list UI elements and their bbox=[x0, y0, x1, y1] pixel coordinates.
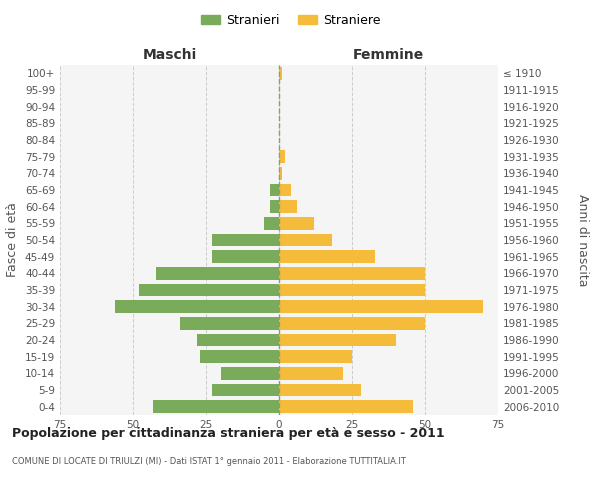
Text: Maschi: Maschi bbox=[142, 48, 197, 62]
Bar bbox=[279, 217, 314, 230]
Bar bbox=[270, 184, 279, 196]
Bar bbox=[279, 67, 282, 80]
Bar bbox=[279, 400, 413, 413]
Bar bbox=[270, 200, 279, 213]
Bar bbox=[157, 267, 279, 280]
Bar bbox=[212, 250, 279, 263]
Text: Femmine: Femmine bbox=[353, 48, 424, 62]
Bar bbox=[279, 234, 332, 246]
Bar bbox=[279, 267, 425, 280]
Bar bbox=[200, 350, 279, 363]
Bar bbox=[279, 334, 396, 346]
Bar bbox=[154, 400, 279, 413]
Bar bbox=[279, 184, 290, 196]
Legend: Stranieri, Straniere: Stranieri, Straniere bbox=[196, 8, 386, 32]
Bar bbox=[212, 234, 279, 246]
Bar bbox=[279, 317, 425, 330]
Y-axis label: Fasce di età: Fasce di età bbox=[7, 202, 19, 278]
Bar bbox=[279, 200, 296, 213]
Bar bbox=[115, 300, 279, 313]
Bar bbox=[279, 250, 376, 263]
Bar bbox=[279, 350, 352, 363]
Bar bbox=[279, 167, 282, 179]
Bar bbox=[279, 150, 285, 163]
Bar bbox=[279, 367, 343, 380]
Bar bbox=[212, 384, 279, 396]
Y-axis label: Anni di nascita: Anni di nascita bbox=[576, 194, 589, 286]
Bar bbox=[197, 334, 279, 346]
Bar bbox=[139, 284, 279, 296]
Bar bbox=[180, 317, 279, 330]
Bar bbox=[265, 217, 279, 230]
Text: COMUNE DI LOCATE DI TRIULZI (MI) - Dati ISTAT 1° gennaio 2011 - Elaborazione TUT: COMUNE DI LOCATE DI TRIULZI (MI) - Dati … bbox=[12, 458, 406, 466]
Bar bbox=[279, 384, 361, 396]
Text: Popolazione per cittadinanza straniera per età e sesso - 2011: Popolazione per cittadinanza straniera p… bbox=[12, 428, 445, 440]
Bar bbox=[221, 367, 279, 380]
Bar bbox=[279, 284, 425, 296]
Bar bbox=[279, 300, 484, 313]
